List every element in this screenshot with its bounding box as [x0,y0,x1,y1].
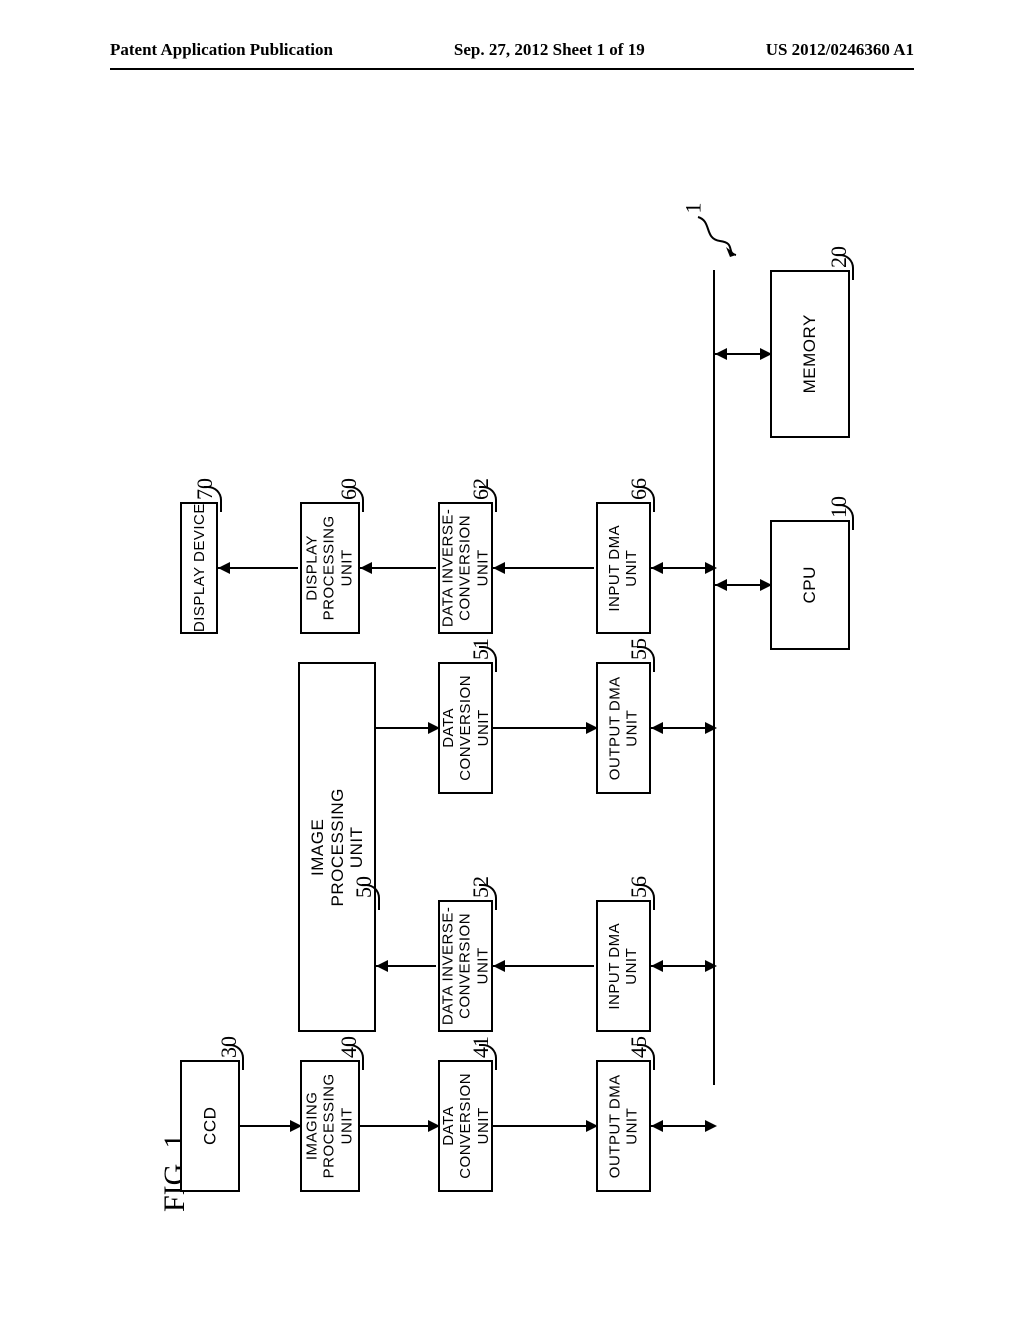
callout-lead-line [696,215,740,257]
block-image-processing-unit: IMAGE PROCESSING UNIT [298,662,376,1032]
block-data-conversion-41: DATA CONVERSION UNIT [438,1060,493,1192]
arrow-bus-memory-r [760,348,772,360]
conn-dc41-odma45 [493,1125,594,1127]
conn-ipu-dc51 [376,727,436,729]
lead-56 [637,884,655,910]
arrow-bus-cpu-r [760,579,772,591]
arrow-odma55-bus-l [651,722,663,734]
conn-dc51-odma55 [493,727,594,729]
lead-45 [637,1044,655,1070]
arrow-odma45-bus-r [705,1120,717,1132]
block-imaging-processing-unit: IMAGING PROCESSING UNIT [300,1060,360,1192]
block-ccd: CCD [180,1060,240,1192]
block-data-inverse-conversion-62: DATA INVERSE- CONVERSION UNIT [438,502,493,634]
lead-51 [479,646,497,672]
lead-70 [204,486,222,512]
arrow-idma56-bus-r [705,960,717,972]
lead-66 [637,486,655,512]
block-output-dma-55: OUTPUT DMA UNIT [596,662,651,794]
block-display-device: DISPLAY DEVICE [180,502,218,634]
arrow-bus-memory-l [715,348,727,360]
lead-52 [479,884,497,910]
figure-1-diagram: FIG. 1 1 CCD 30 IMAGING PROCESSING UNIT … [148,140,868,1235]
arrow-idma56-dic52 [493,960,505,972]
header-left: Patent Application Publication [110,40,333,60]
header-right: US 2012/0246360 A1 [766,40,914,60]
conn-dpu-displaydev [218,567,298,569]
arrow-odma55-bus-r [705,722,717,734]
arrow-odma45-bus-l [651,1120,663,1132]
arrow-ccd-imaging [290,1120,302,1132]
block-memory: MEMORY [770,270,850,438]
arrow-dpu-displaydev [218,562,230,574]
header-rule [110,68,914,70]
conn-idma56-dic52 [493,965,594,967]
arrow-dic62-dpu [360,562,372,574]
system-ref-1: 1 [688,195,699,221]
arrow-imaging-dc41 [428,1120,440,1132]
page-header: Patent Application Publication Sep. 27, … [0,40,1024,60]
block-input-dma-56: INPUT DMA UNIT [596,900,651,1032]
block-input-dma-66: INPUT DMA UNIT [596,502,651,634]
block-data-conversion-51: DATA CONVERSION UNIT [438,662,493,794]
arrow-dic52-ipu [376,960,388,972]
arrow-dc51-odma55 [586,722,598,734]
arrow-ipu-dc51 [428,722,440,734]
arrow-idma56-bus-l [651,960,663,972]
arrow-dc41-odma45 [586,1120,598,1132]
arrow-bus-cpu-l [715,579,727,591]
block-output-dma-45: OUTPUT DMA UNIT [596,1060,651,1192]
lead-62 [479,486,497,512]
lead-41 [479,1044,497,1070]
arrow-idma66-dic62 [493,562,505,574]
block-cpu: CPU [770,520,850,650]
lead-55 [637,646,655,672]
conn-imaging-dc41 [360,1125,436,1127]
conn-idma66-dic62 [493,567,594,569]
arrow-idma66-bus-l [651,562,663,574]
block-display-processing-unit: DISPLAY PROCESSING UNIT [300,502,360,634]
header-center: Sep. 27, 2012 Sheet 1 of 19 [454,40,645,60]
block-data-inverse-conversion-52: DATA INVERSE- CONVERSION UNIT [438,900,493,1032]
lead-50 [362,884,380,910]
arrow-idma66-bus-r [705,562,717,574]
